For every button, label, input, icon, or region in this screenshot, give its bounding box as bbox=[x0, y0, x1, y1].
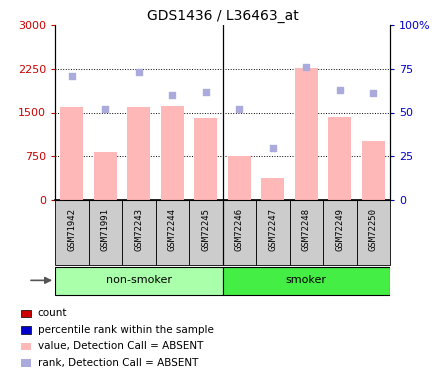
Text: GSM72244: GSM72244 bbox=[168, 208, 177, 251]
Bar bbox=[222, 200, 256, 265]
Text: stress: stress bbox=[0, 276, 2, 286]
Point bbox=[102, 106, 109, 112]
Bar bbox=[122, 200, 155, 265]
Text: GSM72246: GSM72246 bbox=[235, 208, 244, 251]
Bar bbox=[55, 267, 222, 296]
Point bbox=[68, 73, 75, 79]
Point bbox=[135, 69, 142, 75]
Text: non-smoker: non-smoker bbox=[106, 275, 172, 285]
Text: GSM72247: GSM72247 bbox=[268, 208, 277, 251]
Bar bbox=[194, 118, 218, 200]
Bar bbox=[127, 106, 150, 200]
Text: count: count bbox=[38, 308, 67, 318]
Bar bbox=[155, 200, 189, 265]
Text: GSM71942: GSM71942 bbox=[67, 208, 76, 251]
Bar bbox=[60, 107, 84, 200]
Bar bbox=[328, 117, 352, 200]
Text: GSM72250: GSM72250 bbox=[369, 208, 378, 251]
Bar bbox=[356, 200, 390, 265]
Bar bbox=[21, 309, 31, 317]
Point bbox=[202, 88, 209, 94]
Bar bbox=[189, 200, 222, 265]
Bar bbox=[161, 105, 184, 200]
Point bbox=[303, 64, 310, 70]
Bar bbox=[21, 359, 31, 367]
Text: smoker: smoker bbox=[286, 275, 327, 285]
Text: GSM72245: GSM72245 bbox=[201, 208, 210, 251]
Bar bbox=[21, 343, 31, 350]
Point bbox=[336, 87, 343, 93]
Bar bbox=[21, 326, 31, 334]
Point bbox=[169, 92, 176, 98]
Title: GDS1436 / L36463_at: GDS1436 / L36463_at bbox=[146, 9, 299, 22]
Point bbox=[236, 106, 243, 112]
Bar bbox=[227, 156, 251, 200]
Bar bbox=[89, 200, 122, 265]
Text: GSM72249: GSM72249 bbox=[335, 208, 344, 251]
Bar bbox=[361, 141, 385, 200]
Text: GSM71991: GSM71991 bbox=[101, 208, 110, 251]
Bar bbox=[222, 267, 390, 296]
Text: percentile rank within the sample: percentile rank within the sample bbox=[38, 325, 214, 335]
Point bbox=[370, 90, 377, 96]
Bar bbox=[55, 200, 89, 265]
Bar bbox=[295, 68, 318, 200]
Bar bbox=[323, 200, 356, 265]
Text: GSM72248: GSM72248 bbox=[302, 208, 311, 251]
Bar bbox=[261, 178, 284, 200]
Text: value, Detection Call = ABSENT: value, Detection Call = ABSENT bbox=[38, 341, 203, 351]
Text: rank, Detection Call = ABSENT: rank, Detection Call = ABSENT bbox=[38, 358, 198, 368]
Point bbox=[269, 144, 276, 150]
Bar bbox=[290, 200, 323, 265]
Bar bbox=[93, 152, 117, 200]
Text: GSM72243: GSM72243 bbox=[134, 208, 143, 251]
Bar bbox=[256, 200, 290, 265]
